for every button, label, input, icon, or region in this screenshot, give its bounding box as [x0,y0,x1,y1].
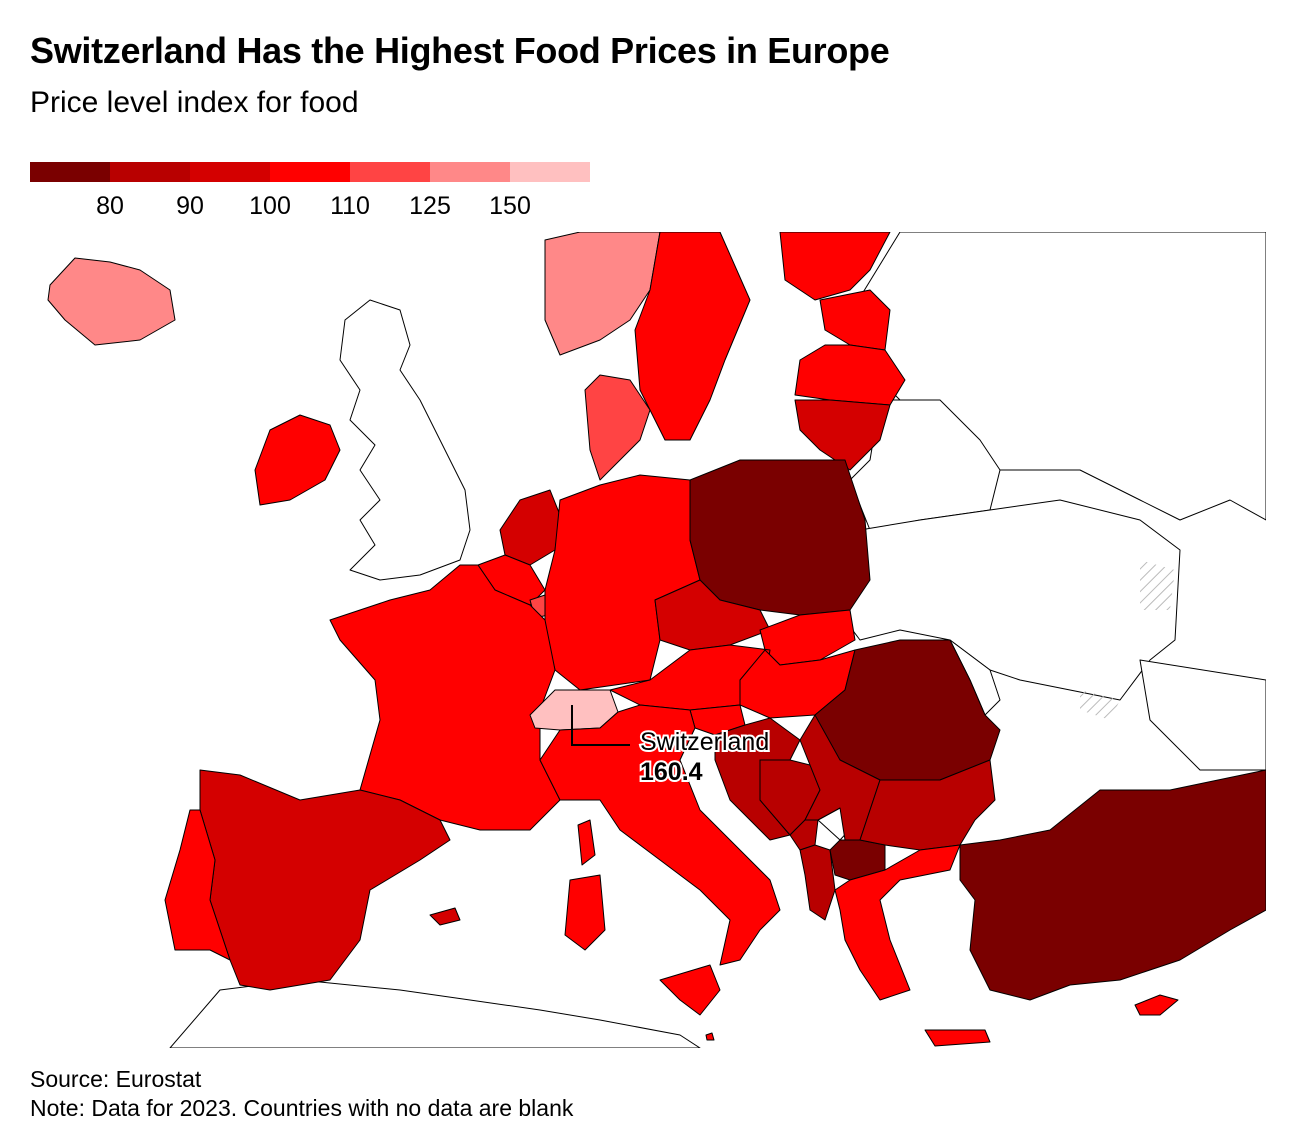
country-germany [544,474,701,691]
sardinia [564,874,606,951]
sicily [659,964,721,1016]
legend-swatch-1 [110,162,190,182]
legend-swatch-3 [270,162,350,182]
ukraine-hatch [1080,560,1175,720]
color-legend: 80 90 100 110 125 150 [30,162,590,222]
country-netherlands [499,489,561,566]
north-africa [169,979,701,1048]
source-note: Source: Eurostat [30,1066,202,1092]
country-sweden [634,232,751,441]
legend-tick-2: 100 [249,192,291,220]
annotation-value: 160.4 [640,758,703,786]
legend-swatch-4 [350,162,430,182]
country-ireland [254,414,341,506]
legend-tick-5: 150 [489,192,531,220]
legend-swatch-5 [430,162,510,182]
country-italy [539,704,781,966]
country-finland [779,232,891,301]
europe-map: Switzerland 160.4 [47,232,1266,1048]
legend-tick-0: 80 [96,192,124,220]
country-portugal [164,809,231,961]
country-france [329,564,561,831]
legend-swatches [30,162,590,182]
country-montenegro [789,819,819,851]
data-note: Note: Data for 2023. Countries with no d… [30,1095,574,1121]
annotation-leader-line [571,705,630,746]
legend-tick-1: 90 [176,192,204,220]
caucasus-land [1139,659,1266,771]
country-cyprus [1134,994,1179,1016]
country-lithuania [794,399,891,471]
country-latvia [794,344,906,406]
legend-swatch-0 [30,162,110,182]
legend-swatch-2 [190,162,270,182]
legend-tick-4: 125 [409,192,451,220]
country-iceland [47,257,176,346]
country-denmark [584,374,651,481]
corsica [577,819,596,866]
country-greece [834,844,961,1001]
country-turkey [959,769,1266,1001]
chart-title: Switzerland Has the Highest Food Prices … [30,30,890,71]
country-poland [689,459,871,616]
country-bulgaria [859,759,996,851]
balearic-islands [429,907,461,926]
country-malta [705,1032,715,1041]
country-united-kingdom [339,299,471,581]
country-norway [544,232,661,356]
annotation-country-name: Switzerland [640,728,769,756]
chart-subtitle: Price level index for food [30,86,359,119]
legend-tick-3: 110 [330,192,370,220]
country-north-macedonia [829,839,886,881]
legend-swatch-6 [510,162,590,182]
country-estonia [819,289,891,351]
crete [924,1029,991,1047]
country-albania [799,844,836,921]
